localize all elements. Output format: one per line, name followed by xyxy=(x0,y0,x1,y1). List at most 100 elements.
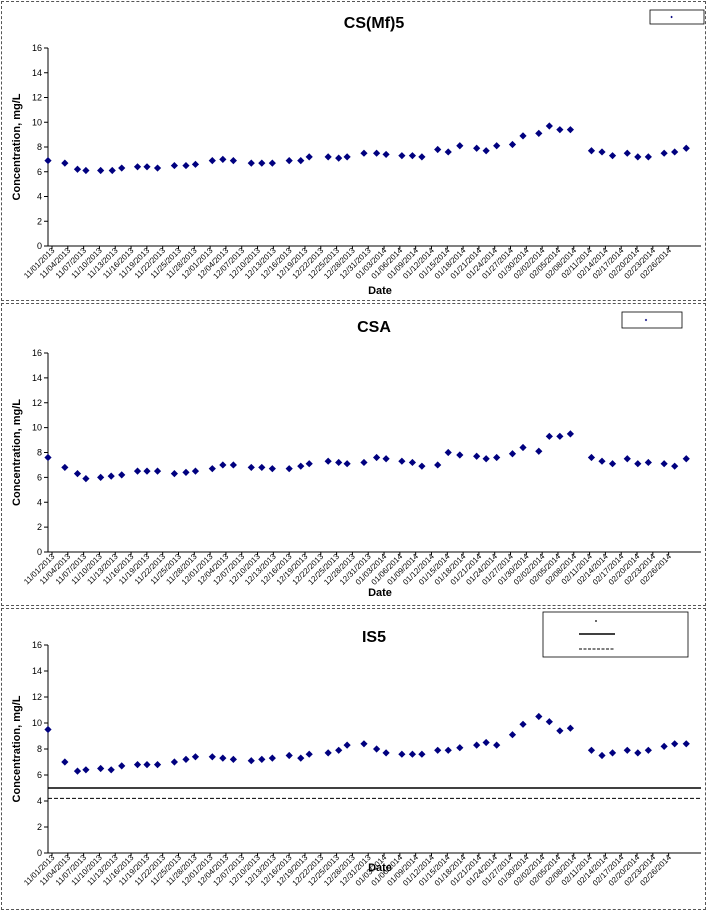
data-point xyxy=(118,164,126,172)
data-point xyxy=(247,757,255,765)
data-point xyxy=(408,458,417,467)
data-point xyxy=(219,461,227,469)
data-point xyxy=(191,753,200,761)
x-axis-label: Date xyxy=(368,862,392,874)
chart-panel-is5: IS5 Concentration, mg/L 0 2 4 6 8 10 12 14 16 11/01… xyxy=(1,608,706,910)
y-tick-label: 16 xyxy=(32,43,42,53)
y-tick-label: 14 xyxy=(32,373,42,383)
y-tick-label: 10 xyxy=(32,117,42,127)
data-point xyxy=(556,432,564,440)
data-point xyxy=(297,754,305,762)
data-point xyxy=(660,742,668,750)
data-point xyxy=(456,744,464,752)
y-tick-label: 6 xyxy=(37,472,42,482)
data-point xyxy=(473,741,481,749)
data-point xyxy=(644,746,652,754)
data-point xyxy=(208,753,216,761)
data-point xyxy=(418,153,426,161)
data-point xyxy=(545,718,553,726)
data-point xyxy=(382,150,390,159)
data-point xyxy=(61,159,69,167)
y-tick-label: 14 xyxy=(32,68,42,78)
data-point xyxy=(97,473,105,481)
data-point xyxy=(473,144,481,152)
data-point xyxy=(44,453,52,462)
y-tick-label: 16 xyxy=(32,348,42,358)
data-point xyxy=(519,443,527,452)
data-point xyxy=(608,460,617,468)
data-point xyxy=(382,455,390,463)
data-point xyxy=(398,457,406,465)
y-tick-label: 4 xyxy=(37,497,42,507)
data-point xyxy=(44,725,52,734)
data-point xyxy=(373,149,381,157)
data-point xyxy=(634,460,642,468)
data-point xyxy=(285,751,293,760)
data-point xyxy=(398,750,406,758)
data-point xyxy=(373,745,381,753)
data-point xyxy=(73,767,82,775)
data-point xyxy=(566,126,574,134)
data-point xyxy=(408,152,417,160)
data-point xyxy=(682,740,690,748)
data-point xyxy=(682,455,690,463)
data-point xyxy=(133,761,142,769)
data-point xyxy=(493,142,501,150)
y-tick-label: 0 xyxy=(37,848,42,858)
data-point xyxy=(82,766,90,774)
data-point xyxy=(598,457,606,465)
legend-box xyxy=(621,311,683,329)
data-point xyxy=(182,755,190,763)
data-point xyxy=(324,749,332,757)
data-point xyxy=(107,472,115,480)
data-point xyxy=(97,166,105,175)
data-point xyxy=(143,761,151,769)
data-point xyxy=(682,144,690,152)
data-point xyxy=(73,470,82,478)
data-point xyxy=(508,731,517,739)
data-point xyxy=(587,746,596,754)
data-point xyxy=(587,453,596,462)
data-point xyxy=(247,463,255,472)
y-tick-label: 16 xyxy=(32,640,42,650)
data-point xyxy=(623,746,631,754)
data-point xyxy=(373,453,381,462)
data-point xyxy=(493,453,501,462)
data-point xyxy=(170,758,178,766)
y-tick-label: 12 xyxy=(32,398,42,408)
data-point xyxy=(482,455,490,463)
data-point xyxy=(73,165,82,173)
data-point xyxy=(493,741,501,749)
data-point xyxy=(434,461,442,469)
data-point xyxy=(108,166,116,175)
data-point xyxy=(360,149,368,157)
data-point xyxy=(343,741,351,749)
data-point xyxy=(418,750,426,758)
y-tick-label: 8 xyxy=(37,448,42,458)
data-point xyxy=(456,142,464,150)
data-point xyxy=(191,467,200,475)
y-tick-label: 14 xyxy=(32,666,42,676)
data-point xyxy=(671,740,679,748)
data-point xyxy=(335,458,343,467)
data-point xyxy=(444,148,452,156)
y-tick-label: 6 xyxy=(37,167,42,177)
data-point xyxy=(182,468,190,476)
data-point xyxy=(305,460,313,468)
data-point xyxy=(535,129,543,137)
data-point xyxy=(247,159,255,167)
data-point xyxy=(671,148,679,156)
data-point xyxy=(482,738,490,747)
data-point xyxy=(623,149,631,157)
chart-title: CS(Mf)5 xyxy=(344,15,405,32)
data-point xyxy=(360,458,368,467)
data-point xyxy=(556,126,564,134)
data-point xyxy=(118,762,126,770)
y-tick-label: 0 xyxy=(37,547,42,557)
y-axis-label: Concentration, mg/L xyxy=(11,93,23,200)
data-point xyxy=(508,450,517,458)
data-point xyxy=(268,754,276,762)
data-point xyxy=(153,164,162,172)
